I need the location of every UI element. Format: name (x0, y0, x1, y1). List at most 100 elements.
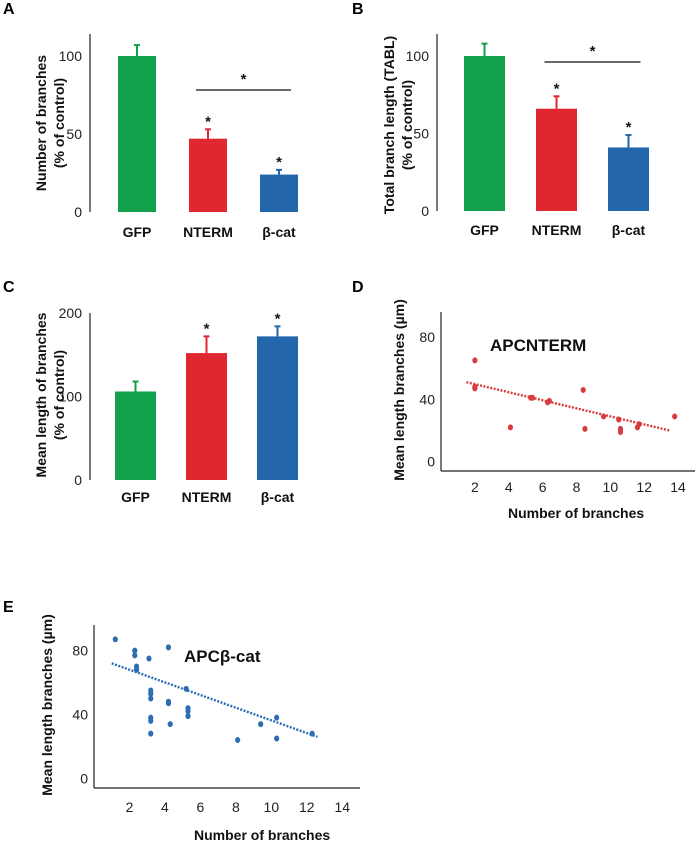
panel-a-y-label: Number of branches (% of control) (33, 55, 67, 191)
panel-a-letter: A (3, 1, 15, 18)
panel-e-x-tick-label: 4 (161, 799, 169, 815)
panel-c-y-label-line2: (% of control) (51, 350, 67, 440)
panel-e-data-point (148, 695, 154, 702)
panel-b-y-tick-label: 50 (413, 126, 429, 142)
panel-d-y-tick-label: 80 (419, 329, 435, 345)
panel-a-y-tick-label: 0 (74, 204, 82, 220)
panel-a-category-label: GFP (123, 224, 152, 240)
panel-c-y-label-line1: Mean length of branches (33, 312, 49, 477)
panel-d-data-point (636, 421, 642, 428)
panel-d-title: APCNTERM (490, 336, 586, 355)
panel-e-data-point (132, 652, 138, 659)
panel-d-x-tick-label: 12 (636, 479, 652, 495)
panel-d-data-point (507, 424, 514, 431)
panel-e-data-point (235, 737, 241, 744)
panel-a-bar-nterm (189, 138, 227, 212)
panel-e-x-tick-label: 14 (334, 799, 350, 815)
panel-b-comparison-star: * (590, 43, 596, 60)
panel-d-x-label: Number of branches (508, 505, 644, 521)
panel-b-category-label: GFP (470, 222, 499, 238)
panel-a-significance-star: * (276, 154, 282, 171)
panel-d-x-tick-label: 4 (505, 479, 513, 495)
panel-d-y-tick-label: 40 (419, 391, 435, 407)
panel-e-letter: E (3, 599, 14, 616)
panel-c-category-label: GFP (121, 489, 150, 505)
panel-e-data-point (258, 721, 264, 728)
panel-d-data-point (472, 385, 478, 392)
panel-d-data-point (617, 429, 624, 436)
panel-e-data-point (148, 690, 154, 697)
panel-d-y-label: Mean length branches (µm) (391, 299, 407, 481)
panel-c-significance-star: * (275, 310, 281, 327)
panel-b-bar-nterm (536, 108, 577, 211)
panel-c-y-label: Mean length of branches (% of control) (33, 312, 67, 477)
panel-b-significance-star: * (554, 80, 560, 97)
panel-a-y-label-line1: Number of branches (33, 55, 49, 191)
panel-a-y-label-line2: (% of control) (51, 78, 67, 168)
panel-b-y-tick-label: 100 (406, 48, 430, 64)
panel-e-data-point (167, 721, 173, 728)
panel-e-data-point (185, 713, 191, 720)
panel-e-data-point (148, 717, 154, 724)
panel-b-y-label-line2: (% of control) (399, 80, 415, 170)
panel-e-x-tick-label: 8 (232, 799, 240, 815)
panel-e-data-point (274, 714, 280, 721)
panel-c-bar-cat (257, 336, 298, 480)
panel-a-y-tick-label: 50 (66, 126, 82, 142)
panel-a-y-tick-label: 100 (59, 48, 83, 64)
panel-d-data-point (672, 413, 678, 420)
panel-e-data-point (132, 647, 138, 654)
panel-b-bar-cat (608, 147, 649, 211)
panel-c-y-tick-label: 100 (59, 389, 83, 405)
panel-b-significance-star: * (626, 119, 632, 136)
panel-c-y-tick-label: 200 (59, 305, 83, 321)
panel-e-data-point (148, 730, 154, 737)
panel-c-category-label: β-cat (261, 489, 295, 505)
panel-b-category-label: β-cat (612, 222, 646, 238)
panel-d-data-point (529, 394, 536, 401)
panel-e-data-point (274, 735, 280, 742)
panel-e-y-tick-label: 40 (72, 706, 88, 722)
panel-d-letter: D (352, 279, 364, 296)
panel-d-data-point (472, 357, 478, 364)
panel-b-y-label-line1: Total branch length (TABL) (381, 36, 397, 214)
panel-c-category-label: NTERM (182, 489, 232, 505)
panel-d-y-tick-label: 0 (427, 454, 435, 470)
panel-b-y-tick-label: 0 (421, 203, 429, 219)
panel-d-data-point (546, 397, 552, 404)
panel-d-x-tick-label: 14 (670, 479, 686, 495)
panel-a-bar-cat (260, 174, 298, 212)
panel-b-letter: B (352, 1, 364, 18)
panel-d-x-tick-label: 2 (471, 479, 479, 495)
panel-c-bar-nterm (186, 353, 227, 480)
panel-e-title: APCβ-cat (184, 647, 261, 666)
panel-e-data-point (165, 644, 172, 651)
panel-e-trend-line (111, 662, 318, 738)
panel-a-category-label: NTERM (183, 224, 233, 240)
panel-a-significance-star: * (205, 113, 211, 130)
panel-e-data-point (183, 685, 189, 692)
panel-e-x-tick-label: 10 (264, 799, 280, 815)
panel-a-category-label: β-cat (262, 224, 296, 240)
panel-e-x-label: Number of branches (194, 827, 330, 843)
panel-c-bar-gfp (115, 391, 156, 480)
panel-e-data-point (146, 655, 152, 662)
panel-e-x-tick-label: 2 (126, 799, 134, 815)
panel-b-bar-gfp (464, 56, 505, 211)
panel-e-data-point (185, 708, 191, 715)
panel-d-data-point (616, 416, 622, 423)
panel-e-y-label: Mean length branches (µm) (39, 614, 55, 796)
panel-d-data-point (600, 413, 607, 420)
panel-c-y-tick-label: 0 (74, 472, 82, 488)
panel-e-y-tick-label: 80 (72, 643, 88, 659)
panel-a-comparison-star: * (241, 71, 247, 88)
panel-e-x-tick-label: 6 (197, 799, 205, 815)
panel-e-data-point (165, 700, 172, 707)
panel-b-y-label: Total branch length (TABL) (% of control) (381, 36, 415, 214)
panel-e-x-tick-label: 12 (299, 799, 315, 815)
panel-d-x-tick-label: 10 (603, 479, 619, 495)
panel-c-significance-star: * (204, 320, 210, 337)
panel-d-data-point (580, 386, 586, 393)
panel-d-x-tick-label: 8 (573, 479, 581, 495)
